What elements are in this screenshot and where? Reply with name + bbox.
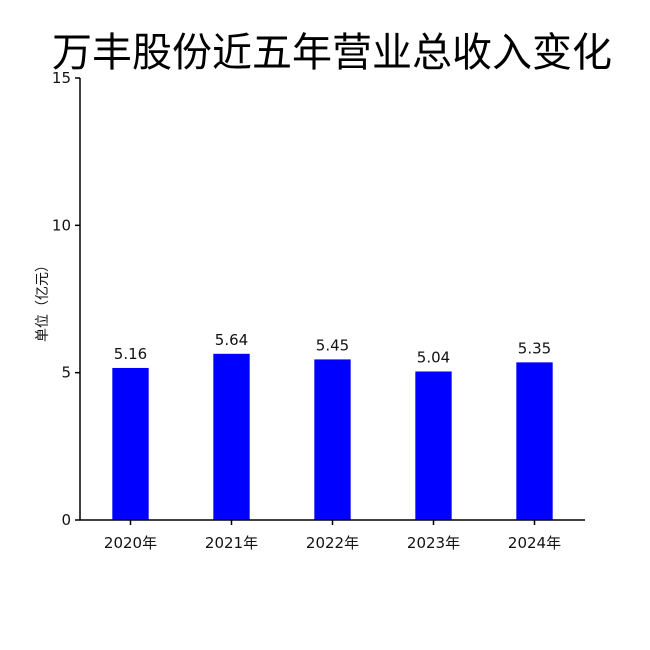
- bar: [314, 359, 351, 520]
- x-tick-label: 2021年: [205, 534, 258, 552]
- y-tick-label: 0: [61, 511, 71, 529]
- y-tick-label: 5: [61, 364, 71, 382]
- x-tick-label: 2020年: [104, 534, 157, 552]
- bar: [213, 353, 250, 520]
- data-label: 5.35: [518, 339, 551, 357]
- bar: [112, 367, 149, 520]
- data-label: 5.64: [215, 331, 248, 349]
- data-label: 5.04: [417, 348, 450, 366]
- plot-area: 5.16 2020年 5.64 2021年 5.45 2022年 5.04 2023年 5.35…: [52, 69, 585, 552]
- y-tick-label: 15: [52, 69, 71, 87]
- y-tick-label: 10: [52, 216, 71, 234]
- y-axis-label: 单位（亿元）: [35, 258, 51, 342]
- x-tick-label: 2023年: [407, 534, 460, 552]
- chart-title: 万丰股份近五年营业总收入变化: [52, 30, 612, 76]
- x-tick-label: 2022年: [306, 534, 359, 552]
- data-label: 5.45: [316, 336, 349, 354]
- data-label: 5.16: [114, 345, 147, 363]
- bar: [516, 362, 553, 520]
- x-tick-label: 2024年: [508, 534, 561, 552]
- bar: [415, 371, 452, 520]
